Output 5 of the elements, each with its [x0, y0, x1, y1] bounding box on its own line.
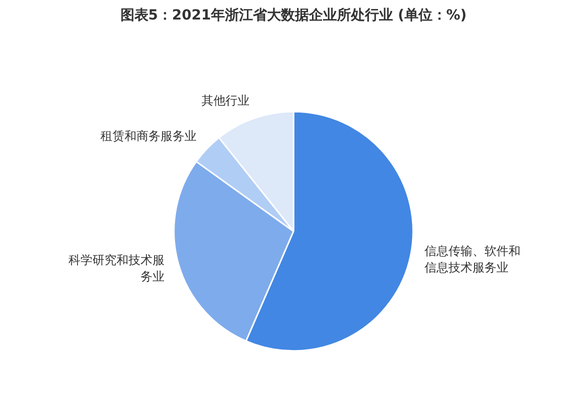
- slice-label: 信息传输、软件和信息技术服务业: [424, 244, 521, 275]
- slice-label: 租赁和商务服务业: [100, 128, 196, 143]
- chart-title: 图表5：2021年浙江省大数据企业所处行业 (单位：%): [120, 8, 467, 24]
- slice-label: 其他行业: [201, 94, 250, 108]
- slice-label: 科学研究和技术服务业: [68, 252, 164, 284]
